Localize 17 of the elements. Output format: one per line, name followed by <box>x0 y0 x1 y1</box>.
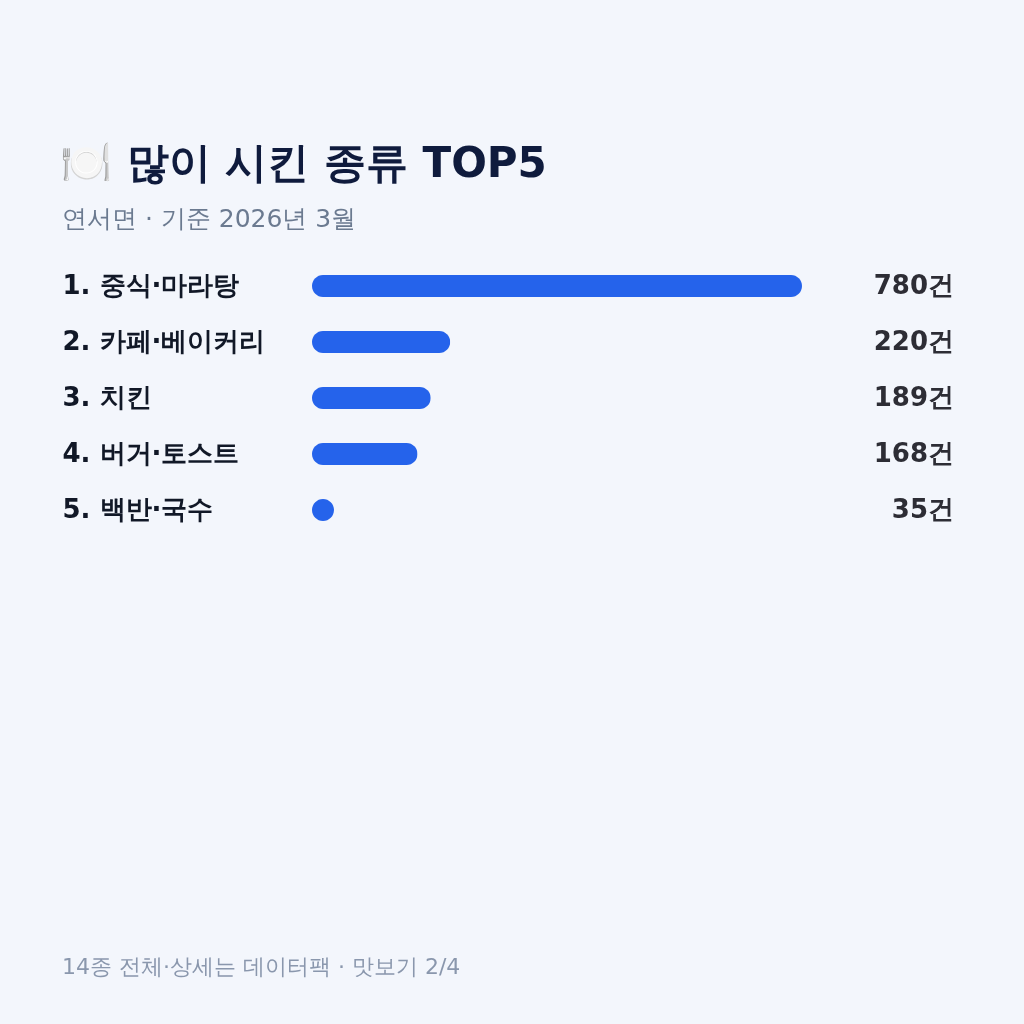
y-tick-label: 5. 백반·국수 <box>62 494 214 524</box>
data-label: 220건 <box>873 326 954 356</box>
data-label: 35건 <box>891 494 954 524</box>
text: 14종 전체·상세는 데이터팩 · 맛보기 2/4 <box>62 953 461 981</box>
y-tick-label: 4. 버거·토스트 <box>62 438 240 468</box>
y-tick-label: 2. 카페·베이커리 <box>62 326 266 356</box>
bar <box>312 331 451 353</box>
chart-subtitle: 연서면 · 기준 2026년 3월 <box>62 203 357 235</box>
bar <box>312 275 802 297</box>
bar <box>312 387 431 409</box>
data-label: 189건 <box>873 382 954 412</box>
y-tick-label: 1. 중식·마라탕 <box>62 270 240 300</box>
data-label: 168건 <box>873 438 954 468</box>
bar <box>312 443 418 465</box>
chart-title: 🍽 많이 시킨 종류 TOP5 <box>60 137 547 189</box>
data-label: 780건 <box>873 270 954 300</box>
y-tick-label: 3. 치킨 <box>62 382 152 412</box>
